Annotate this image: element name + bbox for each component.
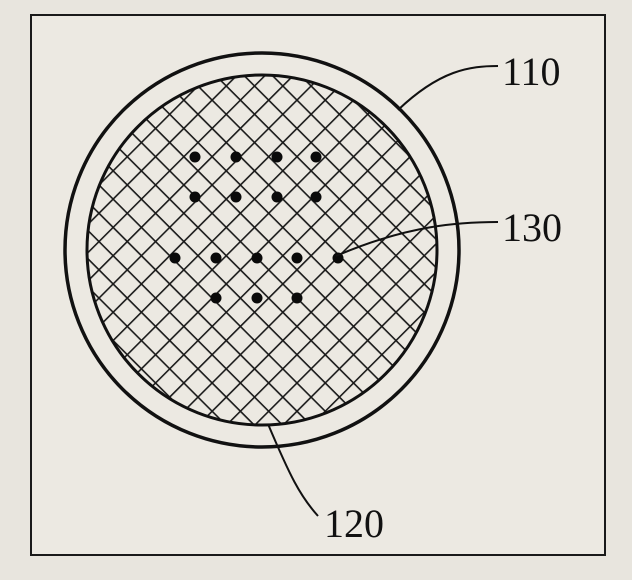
dot (211, 293, 222, 304)
dot (231, 152, 242, 163)
ref-label-130: 130 (502, 204, 562, 251)
page-root: 110 130 120 (0, 0, 632, 580)
inner-circle-fill (87, 75, 437, 425)
dot (252, 253, 263, 264)
dot (190, 152, 201, 163)
leader-110 (398, 66, 498, 110)
ref-label-120: 120 (324, 500, 384, 547)
dot (211, 253, 222, 264)
dot (292, 253, 303, 264)
dot (231, 192, 242, 203)
ref-label-110: 110 (502, 48, 561, 95)
dot (311, 192, 322, 203)
dot (190, 192, 201, 203)
dot (311, 152, 322, 163)
dot (252, 293, 263, 304)
dot (272, 152, 283, 163)
dot (170, 253, 181, 264)
dot (292, 293, 303, 304)
dot (272, 192, 283, 203)
